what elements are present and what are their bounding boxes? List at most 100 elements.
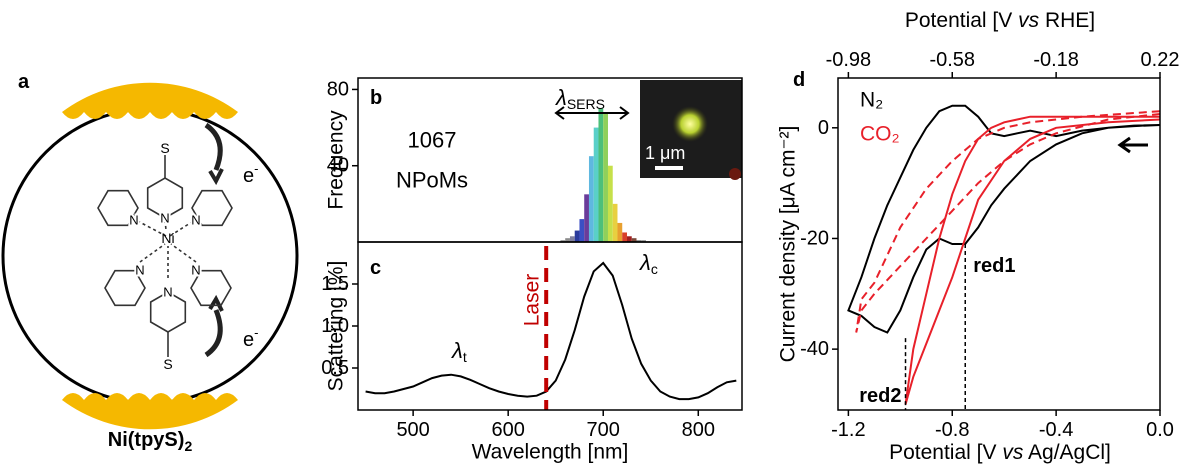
peak-label-subscript: c <box>651 261 658 277</box>
y-tick-label: 0.5 <box>321 357 349 379</box>
x2-tick-label: -0.18 <box>1033 49 1079 71</box>
count-label: 1067 <box>408 128 457 153</box>
x-axis-label-part: vs <box>1002 441 1024 464</box>
histogram-bar <box>560 240 566 242</box>
gold-top <box>62 82 238 119</box>
x-axis-label-part: Ag/AgCl] <box>1023 441 1111 464</box>
histogram-bar <box>598 108 604 242</box>
atom-label: N <box>163 285 172 300</box>
x2-axis-label-part: RHE] <box>1039 9 1095 32</box>
range-arrow <box>554 106 630 120</box>
histogram-bar <box>626 236 632 242</box>
electron-text: e <box>243 165 254 187</box>
x-tick-label: 0.0 <box>1146 419 1174 441</box>
gold-bottom <box>62 393 238 430</box>
laser-label: Laser <box>521 274 544 327</box>
y-tick-label: -40 <box>800 338 829 360</box>
scale-bar-label: 1 μm <box>645 143 685 163</box>
y-axis-label: Scattering [%] <box>325 261 348 392</box>
y-axis-label: Current density [μA cm⁻²] <box>777 126 800 363</box>
electron-label: e- <box>243 161 258 188</box>
lambda-sers-subscript: SERS <box>567 96 605 112</box>
x2-axis-label: Potential [V vs RHE] <box>905 9 1095 32</box>
legend-entry: N₂ <box>860 89 883 112</box>
panel-label: a <box>18 71 30 93</box>
lambda-sers-symbol: λ <box>555 85 567 110</box>
lambda-sers: λSERS <box>555 85 605 113</box>
ring <box>149 291 187 333</box>
x-axis-label: Wavelength [nm] <box>472 441 629 464</box>
plot-frame <box>357 241 743 411</box>
atom-label: Ni <box>161 230 174 246</box>
y-tick-label: -20 <box>800 227 829 249</box>
ring <box>146 177 184 219</box>
histogram-bar <box>612 203 618 242</box>
ring <box>104 269 146 307</box>
atom-label: N <box>191 213 200 228</box>
atom-label: N <box>160 211 169 226</box>
x-tick-label: 500 <box>396 419 429 441</box>
x2-tick-label: -0.98 <box>826 49 872 71</box>
molecule <box>97 122 233 358</box>
electron-charge: - <box>254 161 258 176</box>
x-tick-label: 800 <box>682 419 715 441</box>
electron-label: e- <box>243 325 258 352</box>
panel-label: c <box>370 257 381 279</box>
x2-tick-label: -0.58 <box>929 49 975 71</box>
electron-text: e <box>243 329 254 351</box>
y-tick-label: 1.0 <box>321 315 349 337</box>
ring <box>97 189 139 227</box>
histogram-bar <box>565 238 570 242</box>
histogram-bar <box>631 238 637 242</box>
x2-axis-label-part: vs <box>1018 9 1040 32</box>
histogram-bar <box>569 236 575 242</box>
y-tick-label: 80 <box>327 78 349 100</box>
peak-label-symbol: λ <box>639 250 651 275</box>
histogram-bar <box>617 222 623 242</box>
x-axis-label: Potential [V vs Ag/AgCl] <box>889 441 1111 464</box>
histogram-bar <box>574 230 580 242</box>
peak-label: λc <box>639 250 658 278</box>
y-tick-label: 1.5 <box>321 273 349 295</box>
annotation-label: red2 <box>859 385 901 407</box>
junction-circle <box>1 107 299 405</box>
ring <box>191 189 233 227</box>
y-axis-label: Frequency <box>325 110 348 210</box>
histogram-bar <box>607 165 613 242</box>
y-tick-label: 0 <box>818 117 829 139</box>
caption-text: Ni(tpyS) <box>108 429 185 451</box>
x-tick-label: -0.8 <box>935 419 969 441</box>
peak-label-subscript: t <box>463 349 467 365</box>
x2-tick-label: 0.22 <box>1141 49 1180 71</box>
molecule-caption: Ni(tpyS)2 <box>108 429 193 454</box>
histogram-bar <box>579 219 585 242</box>
peak-label: λt <box>451 338 467 366</box>
count-unit: NPoMs <box>396 168 468 193</box>
histogram-bar <box>593 127 599 242</box>
histogram-bar <box>636 240 642 242</box>
atom-label: N <box>129 213 138 228</box>
peak-label-symbol: λ <box>451 338 463 363</box>
x-tick-label: -1.2 <box>831 419 865 441</box>
histogram-bar <box>603 112 608 242</box>
ring <box>190 269 232 307</box>
x-tick-label: -0.4 <box>1039 419 1073 441</box>
panel-label: d <box>793 69 805 91</box>
histogram-bar <box>641 240 646 242</box>
histogram-bar <box>622 232 627 242</box>
histogram-bar <box>588 156 594 242</box>
histogram-bar <box>584 194 589 242</box>
x-tick-label: 700 <box>587 419 620 441</box>
spectrum-line <box>365 261 737 401</box>
atom-label: S <box>160 140 169 156</box>
inset-spot <box>729 168 741 180</box>
x-axis-label-part: Potential [V <box>889 441 1002 464</box>
annotation-label: red1 <box>973 255 1015 277</box>
electron-charge: - <box>254 325 258 340</box>
series-line <box>855 110 1161 333</box>
inset-spot <box>672 106 708 142</box>
x-tick-label: 600 <box>491 419 524 441</box>
sweep-arrow <box>1117 136 1148 154</box>
series-line <box>847 104 1161 334</box>
